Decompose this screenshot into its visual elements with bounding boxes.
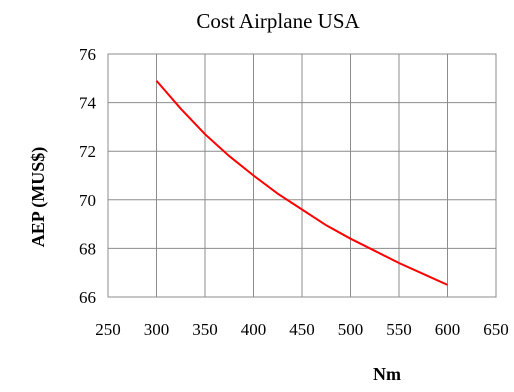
y-axis-label: AEP (MUS$) bbox=[28, 147, 49, 248]
x-tick-label: 350 bbox=[192, 320, 218, 339]
x-tick-label: 450 bbox=[289, 320, 315, 339]
y-tick-label: 72 bbox=[79, 142, 96, 161]
chart-title: Cost Airplane USA bbox=[196, 9, 360, 33]
x-tick-label: 500 bbox=[338, 320, 364, 339]
y-tick-label: 68 bbox=[79, 239, 96, 258]
y-tick-label: 66 bbox=[79, 288, 96, 307]
x-tick-label: 400 bbox=[241, 320, 267, 339]
x-tick-label: 300 bbox=[144, 320, 170, 339]
x-tick-label: 550 bbox=[386, 320, 412, 339]
x-tick-label: 250 bbox=[95, 320, 121, 339]
plot-grid bbox=[107, 53, 497, 298]
x-tick-label: 600 bbox=[435, 320, 461, 339]
x-axis-label: Nm bbox=[373, 364, 401, 384]
plot-frame bbox=[107, 53, 497, 298]
y-tick-label: 70 bbox=[79, 191, 96, 210]
x-tick-labels: 250 300 350 400 450 500 550 600 650 bbox=[95, 320, 509, 339]
series-group bbox=[155, 80, 448, 286]
y-tick-label: 76 bbox=[79, 45, 96, 64]
series-line bbox=[155, 80, 448, 286]
y-tick-label: 74 bbox=[79, 94, 97, 113]
y-tick-labels: 66 68 70 72 74 76 bbox=[79, 45, 97, 307]
x-tick-label: 650 bbox=[483, 320, 509, 339]
